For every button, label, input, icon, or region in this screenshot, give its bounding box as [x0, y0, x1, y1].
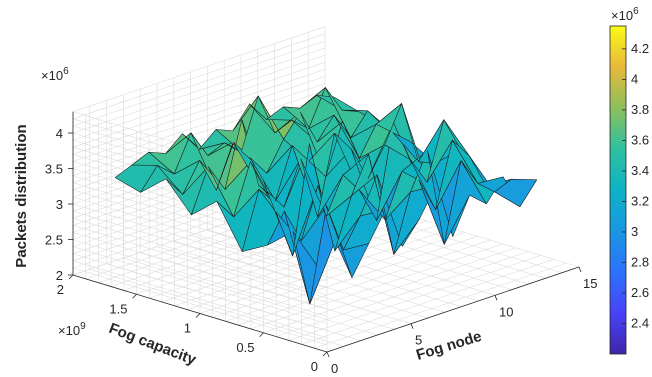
- left-grid-z: [72, 246, 328, 324]
- y-tick-label: 0: [311, 359, 318, 374]
- back-grid-z: [72, 83, 326, 169]
- back-grid-z: [72, 54, 326, 141]
- z-exponent: ×106: [41, 66, 69, 83]
- left-grid-z: [72, 232, 328, 310]
- floor-grid-y: [288, 255, 541, 341]
- left-grid-z: [72, 225, 328, 303]
- x-tick-label: 0: [331, 361, 338, 376]
- z-tick-label: 4: [56, 126, 63, 141]
- floor-grid-y: [314, 262, 567, 349]
- y-tick-mark: [68, 274, 74, 280]
- floor-grid-y: [276, 251, 529, 337]
- back-grid-z: [72, 69, 326, 155]
- x-tick-label: 10: [499, 304, 513, 319]
- floor-grid-y: [301, 259, 554, 345]
- left-grid-z: [72, 253, 328, 331]
- colorbar-tick-label: 4.2: [631, 41, 649, 56]
- colorbar-tick-label: 4: [631, 71, 638, 86]
- colorbar-ticks: 2.4 2.6 2.8 3 3.2 3.4 3.6 3.8 4 4.2: [622, 41, 649, 330]
- y-tick-label: 2: [57, 282, 64, 297]
- floor-grid-y: [263, 247, 516, 334]
- z-tick-label: 2.5: [45, 233, 63, 248]
- y-tick-label: 1.5: [109, 301, 127, 316]
- floor-grid-y: [199, 228, 453, 314]
- x-tick-mark: [410, 323, 414, 329]
- colorbar-tick-label: 3: [631, 224, 638, 239]
- colorbar-tick-label: 3.2: [631, 193, 649, 208]
- left-grid-z: [72, 203, 328, 282]
- left-grid-z: [72, 189, 328, 268]
- y-exponent: ×109: [58, 321, 86, 338]
- z-axis-label: Packets distribution: [13, 124, 30, 267]
- left-grid-z: [72, 260, 328, 339]
- left-grid-z: [72, 175, 328, 253]
- y-tick-label: 0.5: [236, 340, 254, 355]
- z-tick-label: 2: [56, 268, 63, 283]
- y-tick-mark: [322, 351, 328, 357]
- x-axis-line: [326, 266, 580, 353]
- colorbar-tick-label: 2.4: [631, 315, 649, 330]
- floor-grid-y: [250, 243, 503, 330]
- back-grid-z: [72, 61, 326, 148]
- left-grid-z: [72, 217, 328, 296]
- surface-face: [494, 178, 538, 207]
- x-tick-mark: [578, 266, 582, 273]
- x-tick-label: 5: [415, 333, 422, 348]
- tick-labels: 0 5 10 15 0 0.5 1 1.5 22 2.5 3 3.5 4: [45, 126, 598, 376]
- colorbar-tick-label: 3.8: [631, 102, 649, 117]
- y-tick-label: 1: [184, 321, 191, 336]
- back-grid-z: [72, 40, 326, 127]
- back-grid-z: [72, 26, 326, 112]
- back-grid-z: [72, 90, 326, 176]
- colorbar-tick-label: 3.6: [631, 132, 649, 147]
- y-tick-mark: [132, 293, 137, 299]
- colorbar-exponent: ×106: [611, 6, 639, 23]
- colorbar-gradient: [609, 25, 627, 355]
- y-tick-mark: [195, 313, 201, 318]
- floor-grid-y: [225, 235, 478, 322]
- back-grid-z: [72, 33, 326, 120]
- x-tick-mark: [494, 295, 498, 301]
- surface-mesh: [114, 87, 538, 305]
- x-axis-label: Fog node: [414, 328, 484, 364]
- floor-grid-y: [212, 232, 465, 318]
- axes-edges: [68, 111, 582, 358]
- colorbar-tick-label: 3.4: [631, 163, 649, 178]
- z-tick-label: 3.5: [45, 162, 63, 177]
- left-grid-z: [72, 267, 328, 346]
- floor-grid-y: [238, 239, 491, 326]
- left-grid-z: [72, 239, 328, 317]
- back-grid-z: [72, 47, 326, 134]
- back-grid-z: [72, 76, 326, 162]
- y-tick-mark: [259, 332, 264, 338]
- colorbar: 2.4 2.6 2.8 3 3.2 3.4 3.6 3.8 4 4.2 ×106: [609, 6, 649, 355]
- left-grid-z: [72, 210, 328, 289]
- left-grid-z: [72, 196, 328, 275]
- colorbar-tick-label: 2.8: [631, 254, 649, 269]
- left-grid-z: [72, 182, 328, 260]
- x-tick-label: 15: [583, 276, 597, 291]
- x-tick-mark: [326, 351, 330, 358]
- z-tick-label: 3: [56, 197, 63, 212]
- colorbar-tick-label: 2.6: [631, 285, 649, 300]
